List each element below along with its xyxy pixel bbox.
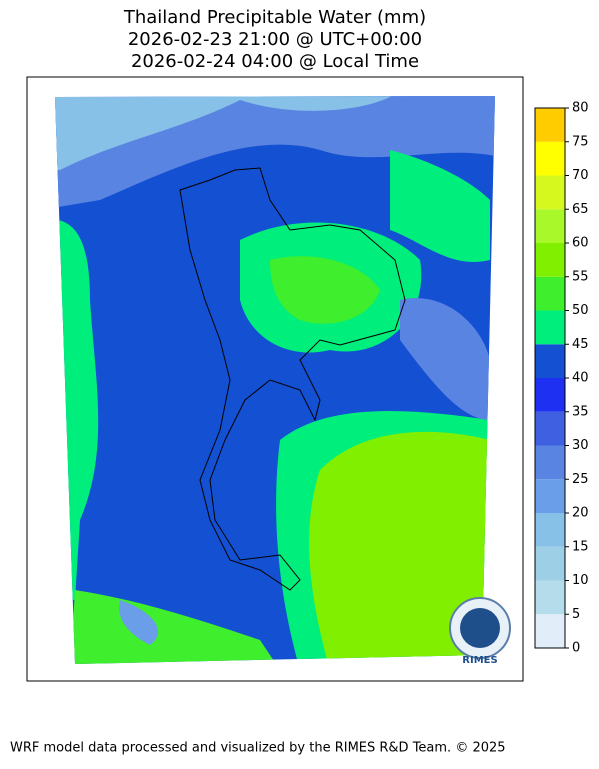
logo-text: RIMES (462, 655, 497, 666)
colorbar-tick-label: 75 (572, 134, 589, 149)
colorbar-bin (535, 243, 565, 277)
colorbar-tick-label: 45 (572, 337, 589, 352)
colorbar-bin (535, 175, 565, 210)
colorbar-tick-label: 5 (572, 607, 580, 622)
colorbar-bin (535, 479, 565, 513)
colorbar-tick-label: 40 (572, 371, 589, 386)
colorbar-tick-label: 0 (572, 641, 580, 656)
colorbar-bin (535, 411, 565, 446)
colorbar-tick-label: 60 (572, 236, 589, 251)
colorbar-bin (535, 614, 565, 648)
colorbar-tick-label: 25 (572, 472, 589, 487)
colorbar-tick-label: 70 (572, 168, 589, 183)
colorbar-tick-label: 30 (572, 438, 589, 453)
country-outline (179, 167, 406, 591)
colorbar-bin (535, 378, 565, 412)
colorbar-bin (535, 445, 565, 480)
colorbar-bin (535, 141, 565, 176)
colorbar-tick-label: 55 (572, 269, 589, 284)
colorbar-bin (535, 580, 565, 615)
colorbar-bin (535, 344, 565, 378)
colorbar-tick-label: 20 (572, 506, 589, 521)
title-line: Thailand Precipitable Water (mm) (123, 7, 426, 28)
colorbar-tick-label: 15 (572, 539, 589, 554)
title-line: 2026-02-24 04:00 @ Local Time (131, 51, 419, 72)
colorbar-tick-label: 80 (572, 101, 589, 116)
colorbar-bin (535, 209, 565, 243)
footer: WRF model data processed and visualized … (10, 741, 506, 756)
colorbar-tick-label: 10 (572, 573, 589, 588)
colorbar: 0 5 10 15 20 25 30 35 40 45 50 55 60 65 70 75 80 (534, 101, 589, 656)
title-line: 2026-02-23 21:00 @ UTC+00:00 (128, 29, 422, 50)
colorbar-bin (535, 108, 565, 142)
colorbar-bin (535, 310, 565, 345)
colorbar-bin (535, 546, 565, 581)
colorbar-tick-label: 50 (572, 303, 589, 318)
colorbar-bin (535, 276, 565, 311)
colorbar-tick-label: 65 (572, 202, 589, 217)
colorbar-bin (535, 513, 565, 547)
logo: RIMES (449, 597, 511, 666)
colorbar-tick-label: 35 (572, 404, 589, 419)
map-field (55, 96, 495, 664)
